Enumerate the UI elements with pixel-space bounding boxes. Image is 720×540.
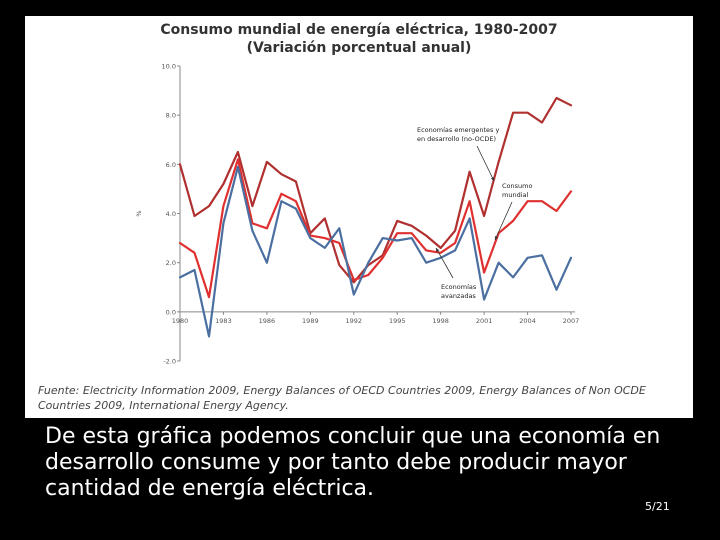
annotation-arrowhead bbox=[436, 248, 440, 252]
x-tick-label: 1986 bbox=[259, 317, 276, 325]
annotation-label: avanzadas bbox=[441, 292, 476, 300]
y-tick-label: 0.0 bbox=[166, 308, 176, 316]
annotation-label: mundial bbox=[502, 191, 528, 199]
x-tick-label: 2004 bbox=[519, 317, 536, 325]
x-tick-label: 1995 bbox=[389, 317, 406, 325]
annotation-arrow bbox=[435, 247, 454, 279]
y-tick-label: 10.0 bbox=[162, 63, 176, 71]
annotation-arrowhead bbox=[494, 236, 499, 240]
annotation-arrow bbox=[494, 201, 513, 241]
chart-title: Consumo mundial de energía eléctrica, 19… bbox=[160, 22, 558, 38]
annotation-arrowhead bbox=[490, 177, 494, 181]
y-tick-label: -2.0 bbox=[163, 358, 176, 366]
source-note: Fuente: Electricity Information 2009, En… bbox=[38, 384, 646, 412]
annotation-label: Economías emergentes y bbox=[417, 126, 499, 134]
line-chart: -2.0 0.0 2.0 4.0 6.0 8.0 10.0 1980 1983 1986 1989 1… bbox=[135, 63, 580, 366]
chart-subtitle: (Variación porcentual anual) bbox=[246, 40, 472, 56]
y-tick-label: 8.0 bbox=[166, 112, 176, 120]
y-axis-label: % bbox=[135, 210, 143, 216]
x-tick-label: 2007 bbox=[563, 317, 580, 325]
annotation-arrow bbox=[476, 145, 495, 182]
x-tick-label: 1992 bbox=[346, 317, 363, 325]
x-tick-label: 1989 bbox=[302, 317, 319, 325]
chart-panel: Consumo mundial de energía eléctrica, 19… bbox=[25, 16, 693, 418]
x-tick-label: 1983 bbox=[215, 317, 232, 325]
series-line-0 bbox=[178, 96, 573, 284]
annotation-label: Economías bbox=[441, 283, 477, 291]
y-tick-label: 2.0 bbox=[166, 259, 176, 267]
y-tick-label: 6.0 bbox=[166, 161, 176, 169]
page-number: 5/21 bbox=[645, 500, 670, 513]
x-tick-label: 1998 bbox=[432, 317, 449, 325]
annotation-label: Consumo bbox=[502, 182, 532, 190]
series-line-1 bbox=[178, 158, 573, 299]
slide-caption: De esta gráfica podemos concluir que una… bbox=[45, 424, 661, 501]
series-line-2 bbox=[178, 165, 573, 338]
x-tick-label: 1980 bbox=[172, 317, 189, 325]
x-tick-label: 2001 bbox=[476, 317, 493, 325]
y-tick-label: 4.0 bbox=[166, 210, 176, 218]
annotation-label: en desarrollo (no-OCDE) bbox=[417, 135, 496, 143]
